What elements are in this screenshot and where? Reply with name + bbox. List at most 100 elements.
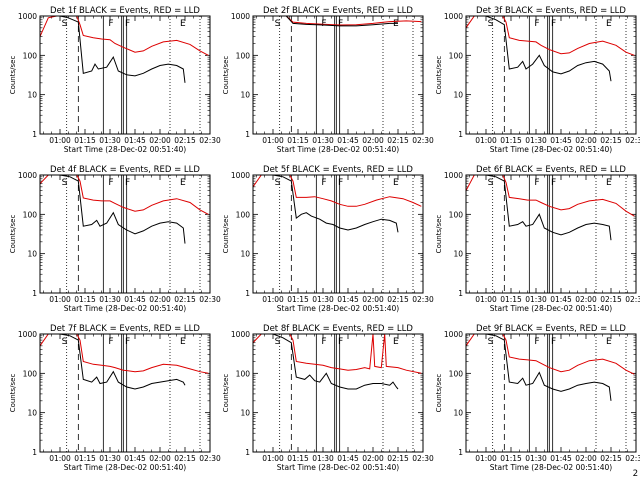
x-tick-label: 01:45 — [550, 295, 572, 304]
x-tick-label: 02:15 — [387, 454, 409, 463]
x-tick-label: 01:30 — [312, 295, 334, 304]
events-series-line — [253, 16, 398, 27]
panel-det-1: Det 1f BLACK = Events, RED = LLD 1 10 100 10… — [9, 6, 221, 154]
lld-series-line — [466, 334, 635, 375]
y-tick-label: 1000 — [18, 171, 37, 180]
page-corner-mark: 2 — [632, 469, 638, 479]
x-tick-label: 02:30 — [199, 295, 221, 304]
interval-marker-flare: F — [125, 178, 130, 188]
x-tick-label: 02:30 — [625, 454, 640, 463]
y-tick-label: 10 — [240, 409, 250, 418]
interval-marker-flare: F — [338, 19, 343, 29]
panel-det-4: Det 4f BLACK = Events, RED = LLD 1 10 100 10… — [9, 165, 221, 313]
x-tick-label: 01:00 — [262, 295, 284, 304]
panel-frame — [252, 333, 424, 453]
x-axis-label: Start Time (28-Dec-02 00:51:40) — [490, 304, 612, 313]
panel-title: Det 6f BLACK = Events, RED = LLD — [476, 165, 626, 175]
interval-marker-flare: F — [108, 19, 113, 29]
x-tick-label: 01:30 — [525, 295, 547, 304]
panel-frame — [39, 333, 211, 453]
y-axis-label: Counts/sec — [9, 374, 17, 413]
y-axis-label: Counts/sec — [435, 215, 443, 254]
x-tick-label: 02:15 — [387, 136, 409, 145]
x-tick-label: 02:30 — [625, 295, 640, 304]
y-tick-label: 1 — [32, 130, 37, 139]
interval-marker-start: S — [62, 19, 68, 29]
x-tick-label: 02:00 — [149, 136, 171, 145]
x-tick-label: 02:15 — [600, 136, 622, 145]
interval-marker-start: S — [275, 19, 281, 29]
interval-marker-start: S — [62, 178, 68, 188]
y-tick-label: 100 — [449, 51, 464, 60]
x-tick-label: 01:00 — [475, 454, 497, 463]
y-axis-label: Counts/sec — [435, 56, 443, 95]
y-axis-label: Counts/sec — [435, 374, 443, 413]
x-tick-label: 02:30 — [412, 454, 434, 463]
x-tick-label: 02:15 — [387, 295, 409, 304]
panel-frame — [252, 15, 424, 135]
interval-marker-end: E — [393, 178, 399, 188]
lld-series-line — [40, 334, 209, 374]
panel-frame — [465, 333, 637, 453]
lld-series-line — [253, 334, 422, 374]
x-axis-label: Start Time (28-Dec-02 00:51:40) — [277, 145, 399, 154]
lld-series-line — [40, 16, 209, 56]
x-tick-label: 01:30 — [312, 454, 334, 463]
events-series-line — [485, 16, 612, 82]
panel-frame — [465, 174, 637, 294]
interval-marker-end: E — [393, 19, 399, 29]
y-tick-label: 1 — [458, 289, 463, 298]
y-tick-label: 10 — [453, 250, 463, 259]
panel-title: Det 7f BLACK = Events, RED = LLD — [50, 324, 200, 334]
interval-marker-start: S — [62, 337, 68, 347]
y-tick-label: 100 — [23, 369, 38, 378]
interval-marker-flare: F — [125, 337, 130, 347]
x-tick-label: 01:45 — [337, 454, 359, 463]
lld-series-line — [253, 175, 422, 207]
events-series-line — [59, 16, 186, 83]
interval-marker-flare: F — [338, 178, 343, 188]
y-tick-label: 10 — [453, 409, 463, 418]
panel-title: Det 9f BLACK = Events, RED = LLD — [476, 324, 626, 334]
y-tick-label: 10 — [453, 91, 463, 100]
x-tick-label: 01:45 — [550, 136, 572, 145]
x-tick-label: 01:00 — [475, 295, 497, 304]
panel-det-7: Det 7f BLACK = Events, RED = LLD 1 10 100 10… — [9, 324, 221, 472]
y-tick-label: 1 — [245, 289, 250, 298]
y-tick-label: 10 — [27, 409, 37, 418]
panel-det-9: Det 9f BLACK = Events, RED = LLD 1 10 100 10… — [435, 324, 640, 472]
interval-marker-flare: F — [551, 19, 556, 29]
panel-title: Det 8f BLACK = Events, RED = LLD — [263, 324, 413, 334]
x-tick-label: 01:30 — [312, 136, 334, 145]
y-tick-label: 1 — [32, 448, 37, 457]
y-tick-label: 1 — [245, 448, 250, 457]
x-tick-label: 01:15 — [287, 136, 309, 145]
x-axis-label: Start Time (28-Dec-02 00:51:40) — [64, 463, 186, 472]
x-tick-label: 01:30 — [525, 454, 547, 463]
interval-marker-flare: F — [551, 178, 556, 188]
y-tick-label: 1000 — [444, 330, 463, 339]
x-tick-label: 01:00 — [475, 136, 497, 145]
y-tick-label: 1000 — [231, 171, 250, 180]
events-series-line — [485, 175, 612, 241]
y-tick-label: 1 — [245, 130, 250, 139]
panel-frame — [252, 174, 424, 294]
interval-marker-flare: F — [321, 178, 326, 188]
y-axis-label: Counts/sec — [222, 374, 230, 413]
events-series-line — [59, 334, 186, 390]
interval-marker-flare: F — [534, 19, 539, 29]
x-axis-label: Start Time (28-Dec-02 00:51:40) — [64, 145, 186, 154]
panel-det-2: Det 2f BLACK = Events, RED = LLD 1 10 100 10… — [222, 6, 434, 154]
y-tick-label: 10 — [27, 91, 37, 100]
lld-series-line — [253, 16, 422, 26]
x-tick-label: 02:00 — [149, 295, 171, 304]
x-tick-label: 01:30 — [99, 136, 121, 145]
lld-series-line — [40, 175, 209, 215]
y-tick-label: 1000 — [18, 12, 37, 21]
y-tick-label: 1000 — [444, 12, 463, 21]
interval-marker-flare: F — [108, 178, 113, 188]
x-tick-label: 01:30 — [99, 454, 121, 463]
y-tick-label: 10 — [240, 91, 250, 100]
panel-frame — [39, 174, 211, 294]
